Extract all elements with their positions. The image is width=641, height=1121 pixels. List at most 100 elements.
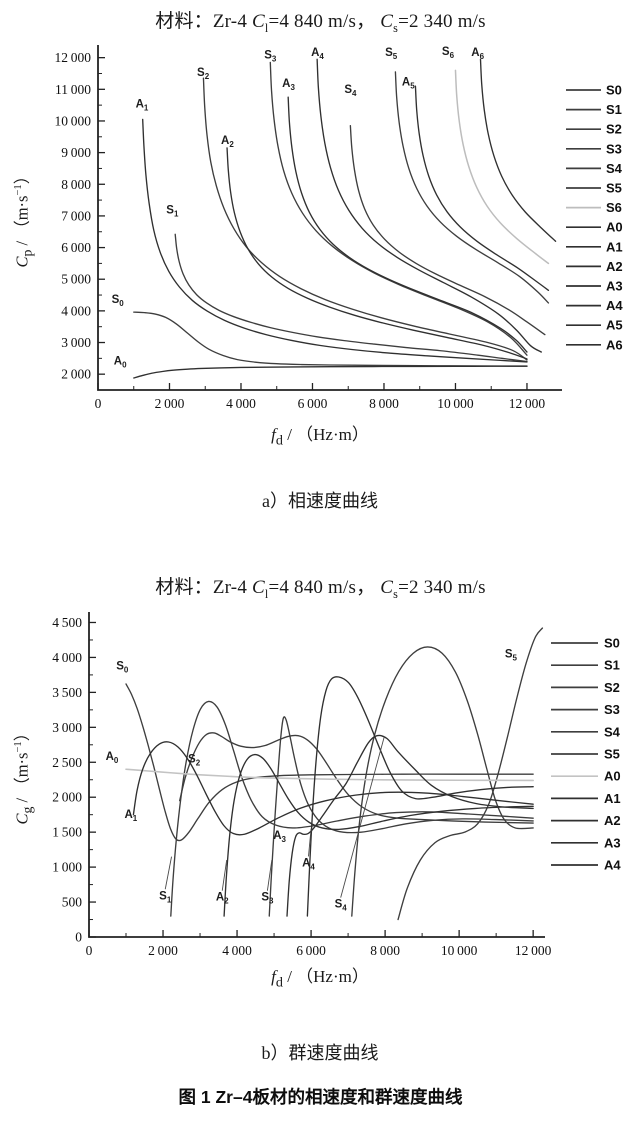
curve-S0 (125, 683, 534, 842)
svg-text:4 000: 4 000 (222, 943, 252, 958)
cs-symbol: C (380, 11, 394, 32)
mode-label-S2: S2 (197, 67, 210, 81)
curve-A2 (223, 753, 534, 917)
svg-text:2 000: 2 000 (155, 396, 185, 411)
legend-label-S1: S1 (606, 102, 622, 117)
svg-text:1 500: 1 500 (52, 825, 82, 840)
mode-label-A3: A3 (273, 830, 286, 844)
figure-caption: 图 1 Zr–4板材的相速度和群速度曲线 (178, 1087, 463, 1107)
group-velocity-chart: 0 500 1 000 1 500 2 000 2 500 3 000 3 500 4 000 4… (52, 612, 621, 958)
legend-label-A3: A3 (604, 835, 621, 850)
fd-subscript-a: d (275, 432, 283, 449)
svg-text:4 000: 4 000 (226, 396, 256, 411)
svg-text:5 000: 5 000 (61, 272, 91, 287)
legend-label-S2: S2 (604, 680, 620, 695)
svg-text:6 000: 6 000 (296, 943, 326, 958)
svg-text:0: 0 (95, 396, 102, 411)
curve-A3 (287, 96, 528, 353)
mode-label-A4: A4 (311, 47, 324, 61)
svg-text:0: 0 (86, 943, 93, 958)
svg-text:4 000: 4 000 (61, 303, 91, 318)
curve-S5 (394, 71, 550, 304)
curve-S2 (202, 77, 528, 361)
svg-text:10 000: 10 000 (55, 113, 92, 128)
legend-label-S4: S4 (604, 724, 621, 739)
cs-value: =2 340 m/s (398, 11, 486, 32)
curve-S1 (174, 233, 528, 363)
mode-label-A1: A1 (124, 809, 137, 823)
mode-label-A1: A1 (136, 99, 149, 113)
mode-label-A2: A2 (216, 892, 229, 906)
legend-label-S1: S1 (604, 658, 620, 673)
mode-label-S0: S0 (112, 294, 125, 308)
mode-label-S5: S5 (505, 648, 518, 662)
legend-label-A5: A5 (606, 318, 623, 333)
fd-subscript-b: d (275, 974, 283, 991)
curve-A0 (125, 768, 534, 782)
cl-symbol-b: C (251, 577, 265, 598)
group-x-axis-label: fd / （Hz·m） (20, 962, 620, 991)
svg-text:10 000: 10 000 (437, 396, 474, 411)
svg-text:0: 0 (75, 930, 82, 945)
cl-subscript: l (264, 20, 269, 35)
phase-y-axis-label: Cp / （m·s−1） (8, 88, 35, 348)
mode-label-A0: A0 (106, 751, 119, 765)
mode-label-S2: S2 (188, 753, 201, 767)
curve-S4 (349, 125, 546, 336)
curve-A2 (226, 147, 528, 360)
mode-label-S4: S4 (335, 899, 348, 913)
svg-text:2 500: 2 500 (52, 755, 82, 770)
mode-label-S5: S5 (385, 47, 398, 61)
svg-text:12 000: 12 000 (55, 50, 92, 65)
cs-value-b: =2 340 m/s (398, 577, 486, 598)
legend-label-S3: S3 (604, 702, 620, 717)
caption-phase: a）相速度曲线 (262, 491, 378, 511)
mode-label-A5: A5 (402, 77, 415, 91)
legend-label-S0: S0 (606, 83, 622, 98)
svg-text:10 000: 10 000 (441, 943, 478, 958)
svg-text:11 000: 11 000 (55, 82, 91, 97)
legend-label-S2: S2 (606, 122, 622, 137)
curve-S3 (269, 61, 528, 356)
cs-subscript-b: s (393, 586, 399, 601)
svg-text:3 000: 3 000 (52, 720, 82, 735)
mode-label-S6: S6 (442, 46, 455, 60)
curve-A4 (306, 676, 534, 917)
x-unit-b: / （Hz·m） (282, 967, 369, 986)
svg-text:12 000: 12 000 (515, 943, 552, 958)
legend-label-A1: A1 (606, 239, 623, 254)
curve-A6 (479, 58, 557, 242)
legend-label-A4: A4 (606, 298, 623, 313)
legend-label-S3: S3 (606, 141, 622, 156)
mode-label-A4: A4 (302, 857, 315, 871)
curve-A1 (132, 741, 534, 836)
svg-text:4 000: 4 000 (52, 650, 82, 665)
y-unit-close: ） (12, 167, 32, 185)
legend-label-S6: S6 (606, 200, 622, 215)
cl-value: =4 840 m/s， (268, 11, 381, 32)
legend-label-A0: A0 (604, 769, 621, 784)
legend-label-S0: S0 (604, 636, 620, 651)
curve-A3 (286, 734, 534, 917)
curve-S5 (397, 627, 544, 921)
mode-label-S3: S3 (264, 49, 277, 63)
phase-x-axis-label: fd / （Hz·m） (20, 420, 620, 449)
svg-text:3 500: 3 500 (52, 685, 82, 700)
cg-subscript: g (19, 806, 35, 814)
curve-S1 (170, 700, 534, 917)
curve-A1 (142, 118, 528, 363)
legend-label-A6: A6 (606, 337, 623, 352)
svg-text:1 000: 1 000 (52, 860, 82, 875)
legend-label-A1: A1 (604, 791, 621, 806)
mode-label-S0: S0 (116, 660, 129, 674)
y-unit-open: / （m·s (12, 195, 32, 250)
fd-symbol-b: f (271, 967, 276, 986)
svg-text:6 000: 6 000 (298, 396, 328, 411)
mode-label-S1: S1 (159, 890, 172, 904)
cg-symbol: C (12, 813, 32, 825)
legend-label-A4: A4 (604, 858, 621, 873)
svg-text:8 000: 8 000 (370, 943, 400, 958)
svg-text:7 000: 7 000 (61, 208, 91, 223)
curve-S3 (268, 716, 534, 917)
x-unit-a: / （Hz·m） (282, 425, 369, 444)
